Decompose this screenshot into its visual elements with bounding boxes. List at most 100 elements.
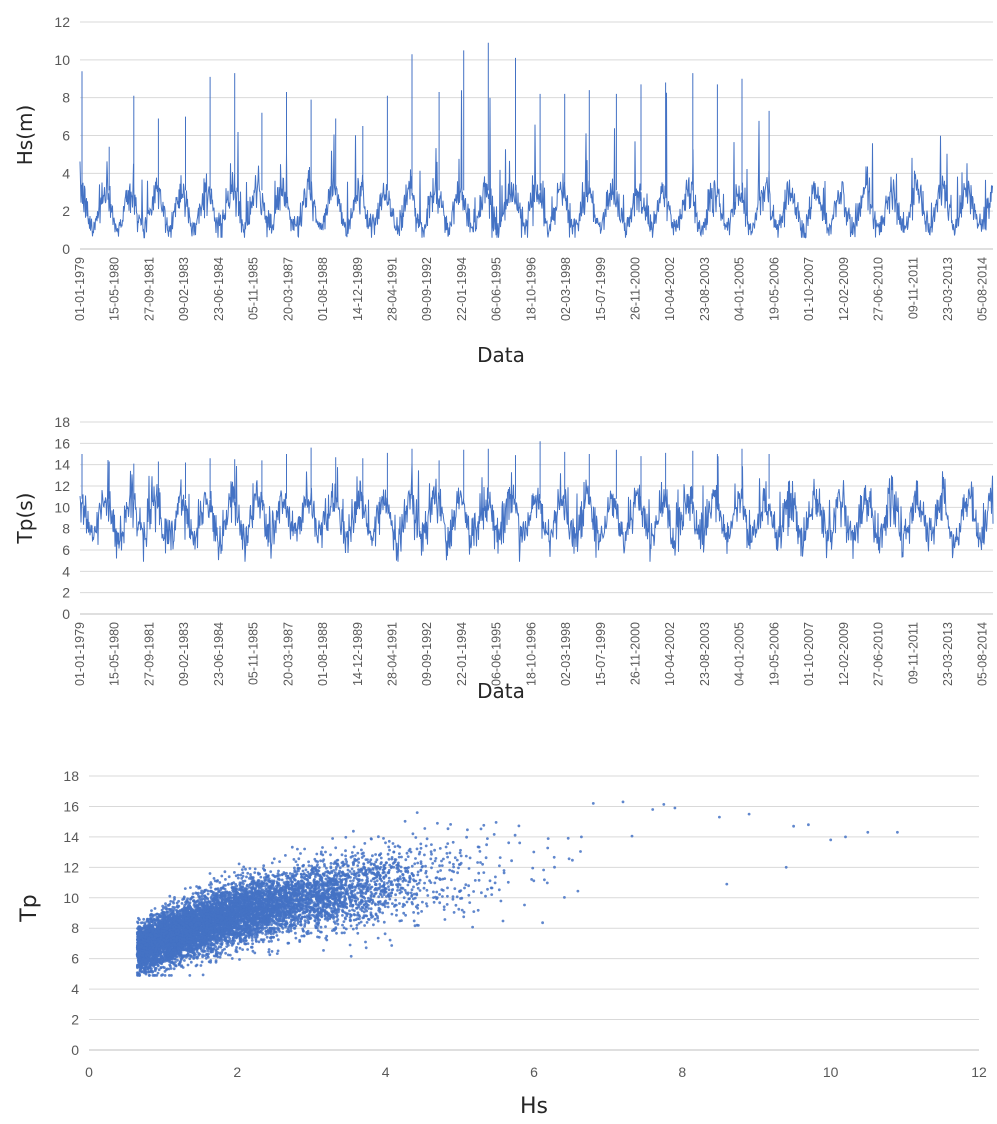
tp-chart-y-tick-label: 16: [54, 435, 70, 451]
scatter-point: [410, 894, 413, 898]
scatter-point: [344, 883, 348, 887]
tp-chart-x-tick-label: 27-09-1981: [142, 622, 156, 686]
tp-chart-x-tick-label: 09-02-1983: [177, 622, 191, 686]
hs-chart-y-title: Hs(m): [13, 105, 37, 166]
scatter-point: [378, 887, 381, 890]
hs-chart-x-tick-label: 02-03-1998: [559, 257, 573, 321]
scatter-point: [481, 862, 484, 866]
tp-chart-x-tick-label: 20-03-1987: [281, 622, 295, 686]
scatter-point: [336, 858, 340, 862]
scatter-point: [267, 940, 271, 943]
hs-chart-x-tick-label: 01-10-2007: [802, 257, 816, 321]
scatter-point: [197, 894, 200, 897]
scatter-point: [161, 904, 165, 908]
scatter-point: [412, 892, 416, 896]
hs-chart-x-tick-label: 09-02-1983: [177, 257, 191, 321]
scatter-point: [330, 871, 334, 874]
scatter-point: [391, 902, 394, 905]
scatter-point: [151, 974, 155, 977]
scatter-point: [404, 891, 408, 895]
tp-chart-y-tick-label: 10: [54, 499, 70, 515]
scatter-point: [378, 882, 382, 886]
scatter-point: [441, 877, 445, 881]
tp-chart-y-tick-label: 14: [54, 457, 70, 473]
scatter-point: [275, 934, 279, 937]
scatter-point: [467, 867, 471, 870]
scatter-point: [468, 856, 472, 860]
scatter-point: [278, 860, 281, 863]
scatter-point: [342, 891, 345, 895]
tp-chart-x-tick-label: 05-08-2014: [976, 622, 990, 686]
scatter-point: [212, 877, 216, 880]
scatter-point: [334, 846, 338, 850]
scatter-point: [250, 945, 254, 949]
scatter-point: [164, 902, 167, 906]
scatter-point: [406, 891, 410, 895]
scatter-point: [298, 917, 302, 920]
scatter-point: [334, 911, 337, 915]
scatter-y-tick-label: 18: [63, 768, 79, 784]
scatter-point: [468, 901, 472, 904]
scatter-y-tick-label: 0: [71, 1042, 79, 1058]
scatter-point: [321, 846, 324, 849]
hs-chart-x-tick-label: 23-08-2003: [698, 257, 712, 321]
scatter-point: [386, 881, 389, 885]
scatter-point: [464, 854, 468, 858]
hs-chart-x-tick-label: 04-01-2005: [733, 257, 747, 321]
tp-chart-x-tick-label: 23-06-1984: [212, 622, 226, 686]
scatter-point: [416, 911, 420, 915]
scatter-point: [453, 887, 457, 891]
scatter-point: [465, 835, 468, 839]
tp-chart-y-tick-label: 6: [62, 542, 70, 558]
scatter-point: [388, 897, 392, 901]
scatter-point: [416, 870, 420, 874]
scatter-point: [382, 881, 386, 884]
scatter-point: [430, 843, 433, 846]
scatter-point: [492, 833, 496, 836]
scatter-point: [369, 868, 372, 871]
scatter-point: [270, 939, 273, 943]
scatter-point: [371, 898, 374, 902]
hs-chart-x-tick-label: 01-08-1988: [316, 257, 330, 321]
hs-chart-x-tick-label: 23-06-1984: [212, 257, 226, 321]
scatter-point: [287, 930, 291, 934]
tp-chart-x-ticks: 01-01-1979 15-05-1980 27-09-1981 09-02-1983…: [73, 622, 990, 686]
scatter-point: [309, 931, 313, 935]
scatter-point: [387, 885, 390, 888]
scatter-point: [234, 874, 238, 878]
scatter-point: [270, 923, 273, 927]
scatter-point: [253, 951, 257, 955]
scatter-point: [499, 899, 503, 903]
scatter-point: [348, 870, 352, 873]
scatter-point: [452, 862, 455, 866]
scatter-point: [367, 896, 370, 900]
scatter-point: [275, 880, 279, 884]
scatter-point: [221, 948, 225, 952]
scatter-point: [352, 876, 356, 880]
scatter-point: [264, 872, 268, 876]
scatter-point: [388, 848, 391, 852]
tp-chart-x-tick-label: 27-06-2010: [872, 622, 886, 686]
scatter-point: [435, 890, 439, 894]
scatter-point: [253, 871, 257, 874]
tp-chart-x-tick-label: 15-07-1999: [594, 622, 608, 686]
scatter-point: [169, 967, 173, 970]
tp-chart-x-tick-label: 14-12-1989: [351, 622, 365, 686]
scatter-point: [338, 866, 342, 870]
scatter-point: [351, 927, 355, 931]
scatter-point: [276, 926, 280, 929]
tp-chart-x-tick-label: 06-06-1995: [490, 622, 504, 686]
scatter-point: [294, 936, 298, 940]
scatter-point: [350, 872, 354, 876]
scatter-point: [217, 890, 221, 894]
hs-chart-y-tick-label: 6: [62, 128, 70, 144]
scatter-point: [242, 882, 245, 886]
scatter-point: [270, 861, 274, 865]
scatter-point: [429, 857, 433, 861]
scatter-point: [391, 883, 394, 887]
scatter-point: [384, 841, 387, 845]
scatter-point: [442, 905, 446, 909]
scatter-point: [449, 823, 452, 826]
scatter-point: [244, 867, 247, 871]
